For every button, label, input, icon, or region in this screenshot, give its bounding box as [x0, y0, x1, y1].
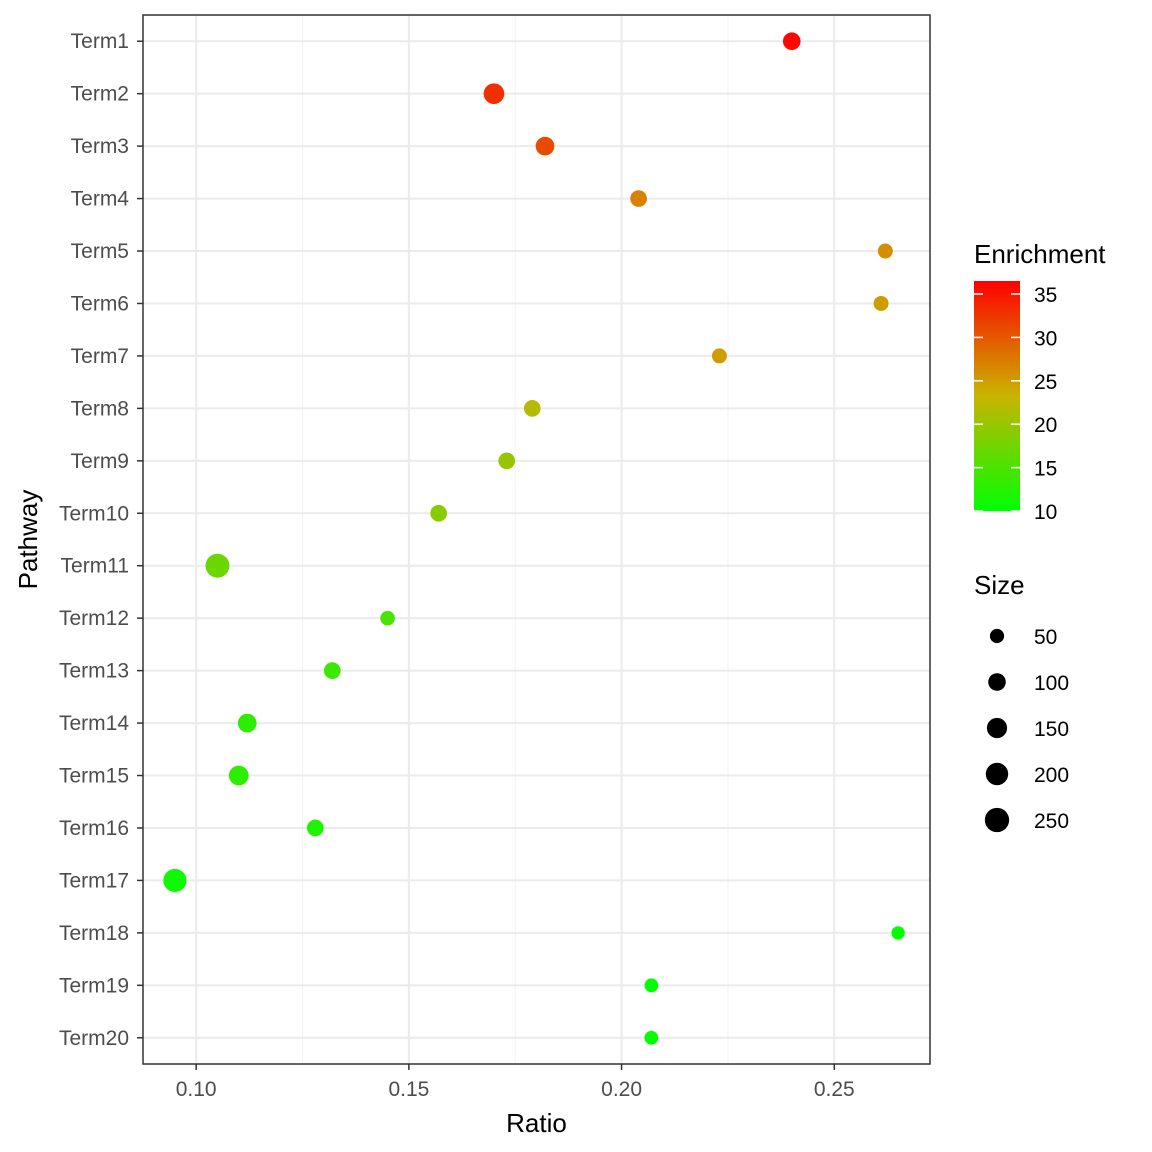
y-tick-label: Term11 [61, 555, 129, 578]
y-tick-label: Term5 [71, 240, 129, 263]
data-point-term15 [228, 765, 249, 786]
data-point-term16 [306, 819, 324, 837]
enrichment-colorbar [974, 281, 1020, 511]
colorbar-tick-label: 10 [1034, 501, 1057, 524]
data-point-term17 [163, 868, 187, 893]
size-legend-label: 150 [1034, 718, 1069, 741]
y-tick-label: Term19 [59, 974, 129, 997]
size-legend-label: 50 [1034, 626, 1057, 649]
data-point-term1 [782, 32, 801, 51]
size-legend-label: 250 [1034, 810, 1069, 833]
size-legend-key [984, 807, 1010, 833]
y-tick-label: Term10 [59, 502, 129, 525]
y-tick-label: Term9 [71, 450, 129, 473]
size-legend-key [985, 762, 1009, 786]
x-tick-label: 0.25 [814, 1078, 855, 1101]
x-axis-title: Ratio [506, 1108, 567, 1138]
y-tick-label: Term12 [59, 607, 129, 630]
data-point-term20 [644, 1030, 659, 1045]
y-tick-label: Term14 [59, 712, 129, 735]
y-tick-label: Term17 [59, 869, 129, 892]
y-tick-label: Term18 [59, 922, 129, 945]
size-legend-key [988, 673, 1006, 691]
data-point-term4 [630, 190, 647, 207]
plot-panel-border [142, 14, 931, 1065]
y-tick-label: Term2 [71, 83, 129, 106]
size-legend-key [989, 628, 1005, 644]
size-legend-label: 100 [1034, 672, 1069, 695]
data-point-term2 [483, 83, 505, 105]
x-tick-label: 0.20 [601, 1078, 642, 1101]
data-point-term11 [205, 553, 230, 578]
y-axis-title: Pathway [13, 490, 43, 590]
y-tick-label: Term7 [71, 345, 129, 368]
color-legend-title: Enrichment [974, 239, 1106, 269]
size-legend-title: Size [974, 570, 1025, 600]
colorbar-tick-label: 35 [1034, 284, 1057, 307]
y-tick-label: Term3 [71, 135, 129, 158]
data-point-term13 [323, 662, 341, 679]
y-tick-label: Term1 [71, 30, 129, 53]
data-point-term12 [380, 610, 395, 626]
data-point-term14 [237, 713, 257, 733]
data-point-term9 [498, 452, 516, 470]
y-tick-label: Term4 [71, 188, 130, 211]
size-legend-key [986, 717, 1008, 739]
data-point-term7 [711, 348, 727, 364]
data-point-term6 [873, 295, 889, 311]
x-tick-label: 0.15 [388, 1078, 429, 1101]
data-point-term10 [430, 504, 448, 522]
x-tick-label: 0.10 [176, 1078, 217, 1101]
y-tick-label: Term13 [59, 660, 129, 683]
y-tick-label: Term6 [71, 292, 129, 315]
colorbar-tick-label: 20 [1034, 414, 1057, 437]
colorbar-tick-label: 25 [1034, 371, 1057, 394]
colorbar-tick-label: 30 [1034, 327, 1057, 350]
data-point-term5 [877, 243, 893, 259]
y-tick-label: Term20 [59, 1027, 129, 1050]
y-tick-label: Term15 [59, 765, 129, 788]
y-tick-label: Term8 [71, 397, 129, 420]
colorbar-tick-label: 15 [1034, 458, 1057, 481]
data-point-term18 [891, 926, 905, 940]
size-legend-label: 200 [1034, 764, 1069, 787]
data-point-term8 [523, 400, 541, 417]
y-tick-label: Term16 [59, 817, 129, 840]
data-point-term3 [535, 136, 555, 156]
data-point-term19 [644, 978, 659, 993]
